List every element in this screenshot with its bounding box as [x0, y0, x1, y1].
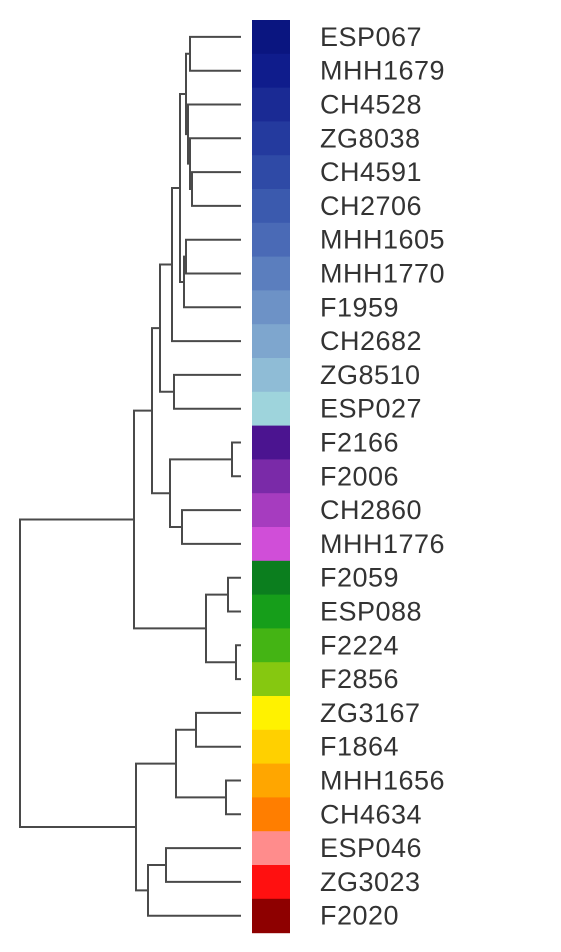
leaf-label: F1864: [320, 732, 399, 762]
leaf-label: F2020: [320, 901, 399, 931]
leaf-label: ESP088: [320, 597, 422, 627]
leaf-label: F2006: [320, 461, 399, 491]
leaf-label: ZG8038: [320, 123, 421, 153]
dendrogram-branch: [171, 186, 241, 343]
dendrogram-branch: [19, 518, 137, 828]
dendrogram-branch: [205, 593, 237, 664]
color-swatch: [252, 121, 290, 156]
color-swatch: [252, 763, 290, 798]
color-swatch: [252, 155, 290, 190]
leaf-label: MHH1679: [320, 56, 445, 86]
dendrogram-branch: [147, 864, 241, 917]
color-swatch: [252, 87, 290, 122]
leaf-label: F2856: [320, 664, 399, 694]
dendrogram-branch: [183, 255, 241, 309]
color-swatch: [252, 729, 290, 765]
leaf-label: MHH1770: [320, 259, 445, 289]
color-swatch: [252, 594, 290, 629]
color-swatch: [252, 831, 290, 866]
color-swatch: [252, 324, 290, 359]
leaf-label: CH2682: [320, 326, 422, 356]
color-swatch: [252, 20, 290, 55]
color-swatch: [252, 493, 290, 528]
color-swatch: [252, 189, 290, 224]
leaf-label: F2059: [320, 563, 399, 593]
leaf-label: ESP027: [320, 394, 422, 424]
color-swatch: [252, 527, 290, 562]
leaf-label: F1959: [320, 292, 399, 322]
dendrogram-branch: [225, 779, 241, 816]
color-swatch: [252, 628, 290, 663]
color-swatch: [252, 560, 290, 596]
leaf-label: ZG8510: [320, 360, 421, 390]
dendrogram-branch: [195, 711, 241, 748]
color-swatch: [252, 222, 290, 258]
leaf-label: CH4528: [320, 90, 422, 120]
leaf-label: CH2706: [320, 191, 422, 221]
leaf-label: ESP067: [320, 22, 422, 52]
leaf-label: ZG3023: [320, 867, 421, 897]
color-swatch: [252, 898, 290, 934]
dendrogram-branch: [181, 509, 241, 545]
dendrogram-branch: [189, 35, 241, 72]
color-swatch: [252, 425, 290, 460]
leaf-label: CH4634: [320, 799, 422, 829]
color-swatch: [252, 256, 290, 291]
leaf-label: MHH1605: [320, 225, 445, 255]
leaf-label: CH2860: [320, 495, 422, 525]
color-swatch: [252, 662, 290, 697]
dendrogram-branch: [165, 847, 241, 883]
color-swatch: [252, 391, 290, 427]
color-strip: [252, 20, 290, 934]
dendrogram-branch: [169, 458, 233, 528]
color-swatch: [252, 53, 290, 89]
leaf-label: F2224: [320, 630, 399, 660]
leaf-label: ESP046: [320, 833, 422, 863]
color-swatch: [252, 290, 290, 325]
dendrogram-branch: [175, 728, 227, 799]
dendrogram-branch: [185, 238, 241, 275]
dendrogram-branch: [191, 171, 241, 207]
dendrogram-branch: [231, 441, 241, 478]
color-swatch: [252, 459, 290, 494]
leaf-label: MHH1776: [320, 529, 445, 559]
leaf-label: ZG3167: [320, 698, 421, 728]
dendrogram-branch: [173, 373, 241, 410]
color-swatch: [252, 797, 290, 832]
dendrogram-branch: [135, 762, 177, 892]
color-swatch: [252, 696, 290, 731]
leaf-label: F2166: [320, 428, 399, 458]
dendrogram-tree: [19, 35, 241, 917]
leaf-label: CH4591: [320, 157, 422, 187]
color-swatch: [252, 358, 290, 393]
dendrogram-branch: [187, 103, 241, 165]
color-swatch: [252, 865, 290, 900]
leaf-label: MHH1656: [320, 766, 445, 796]
dendrogram-branch: [227, 576, 241, 613]
dendrogram-branch: [189, 137, 241, 190]
